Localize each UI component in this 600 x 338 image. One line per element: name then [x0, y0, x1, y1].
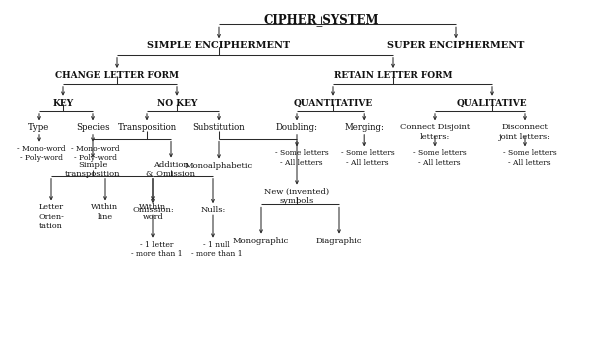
Text: Disconnect
joint letters:: Disconnect joint letters:	[499, 123, 551, 141]
Text: - Some letters
- All letters: - Some letters - All letters	[503, 149, 557, 167]
Text: - Mono-word
- Poly-word: - Mono-word - Poly-word	[17, 145, 65, 162]
Text: Type: Type	[28, 123, 50, 132]
Text: QUANTITATIVE: QUANTITATIVE	[293, 99, 373, 108]
Text: Merging:: Merging:	[344, 123, 384, 132]
Text: KEY: KEY	[52, 99, 74, 108]
Text: - Mono-word
- Poly-word: - Mono-word - Poly-word	[71, 145, 119, 162]
Text: Species: Species	[76, 123, 110, 132]
Text: Connect Disjoint
letters:: Connect Disjoint letters:	[400, 123, 470, 141]
Text: New (invented)
symbols: New (invented) symbols	[265, 188, 329, 205]
Text: Omission:: Omission:	[132, 206, 174, 214]
Text: Within
line: Within line	[91, 203, 119, 221]
Text: Diagraphic: Diagraphic	[316, 237, 362, 245]
Text: Doubling:: Doubling:	[276, 123, 318, 132]
Text: - 1 letter
- more than 1: - 1 letter - more than 1	[131, 241, 182, 258]
Text: Nulls:: Nulls:	[200, 206, 226, 214]
Text: - Some letters
- All letters: - Some letters - All letters	[413, 149, 467, 167]
Text: Addition
& Omission: Addition & Omission	[146, 161, 196, 178]
Text: CIPHER_SYSTEM: CIPHER_SYSTEM	[263, 14, 379, 26]
Text: RETAIN LETTER FORM: RETAIN LETTER FORM	[334, 71, 452, 80]
Text: - Some letters
- All letters: - Some letters - All letters	[275, 149, 329, 167]
Text: Monographic: Monographic	[233, 237, 289, 245]
Text: Within
word: Within word	[139, 203, 167, 221]
Text: Substitution: Substitution	[193, 123, 245, 132]
Text: QUALITATIVE: QUALITATIVE	[457, 99, 527, 108]
Text: Simple
transposition: Simple transposition	[65, 161, 121, 178]
Text: - Some letters
- All letters: - Some letters - All letters	[341, 149, 395, 167]
Text: Transposition: Transposition	[118, 123, 176, 132]
Text: - 1 null
- more than 1: - 1 null - more than 1	[191, 241, 242, 258]
Text: Letter
Orien-
tation: Letter Orien- tation	[38, 203, 64, 230]
Text: SIMPLE ENCIPHERMENT: SIMPLE ENCIPHERMENT	[148, 41, 290, 50]
Text: Monoalphabetic: Monoalphabetic	[185, 162, 253, 170]
Text: SUPER ENCIPHERMENT: SUPER ENCIPHERMENT	[388, 41, 524, 50]
Text: NO KEY: NO KEY	[157, 99, 197, 108]
Text: CHANGE LETTER FORM: CHANGE LETTER FORM	[55, 71, 179, 80]
